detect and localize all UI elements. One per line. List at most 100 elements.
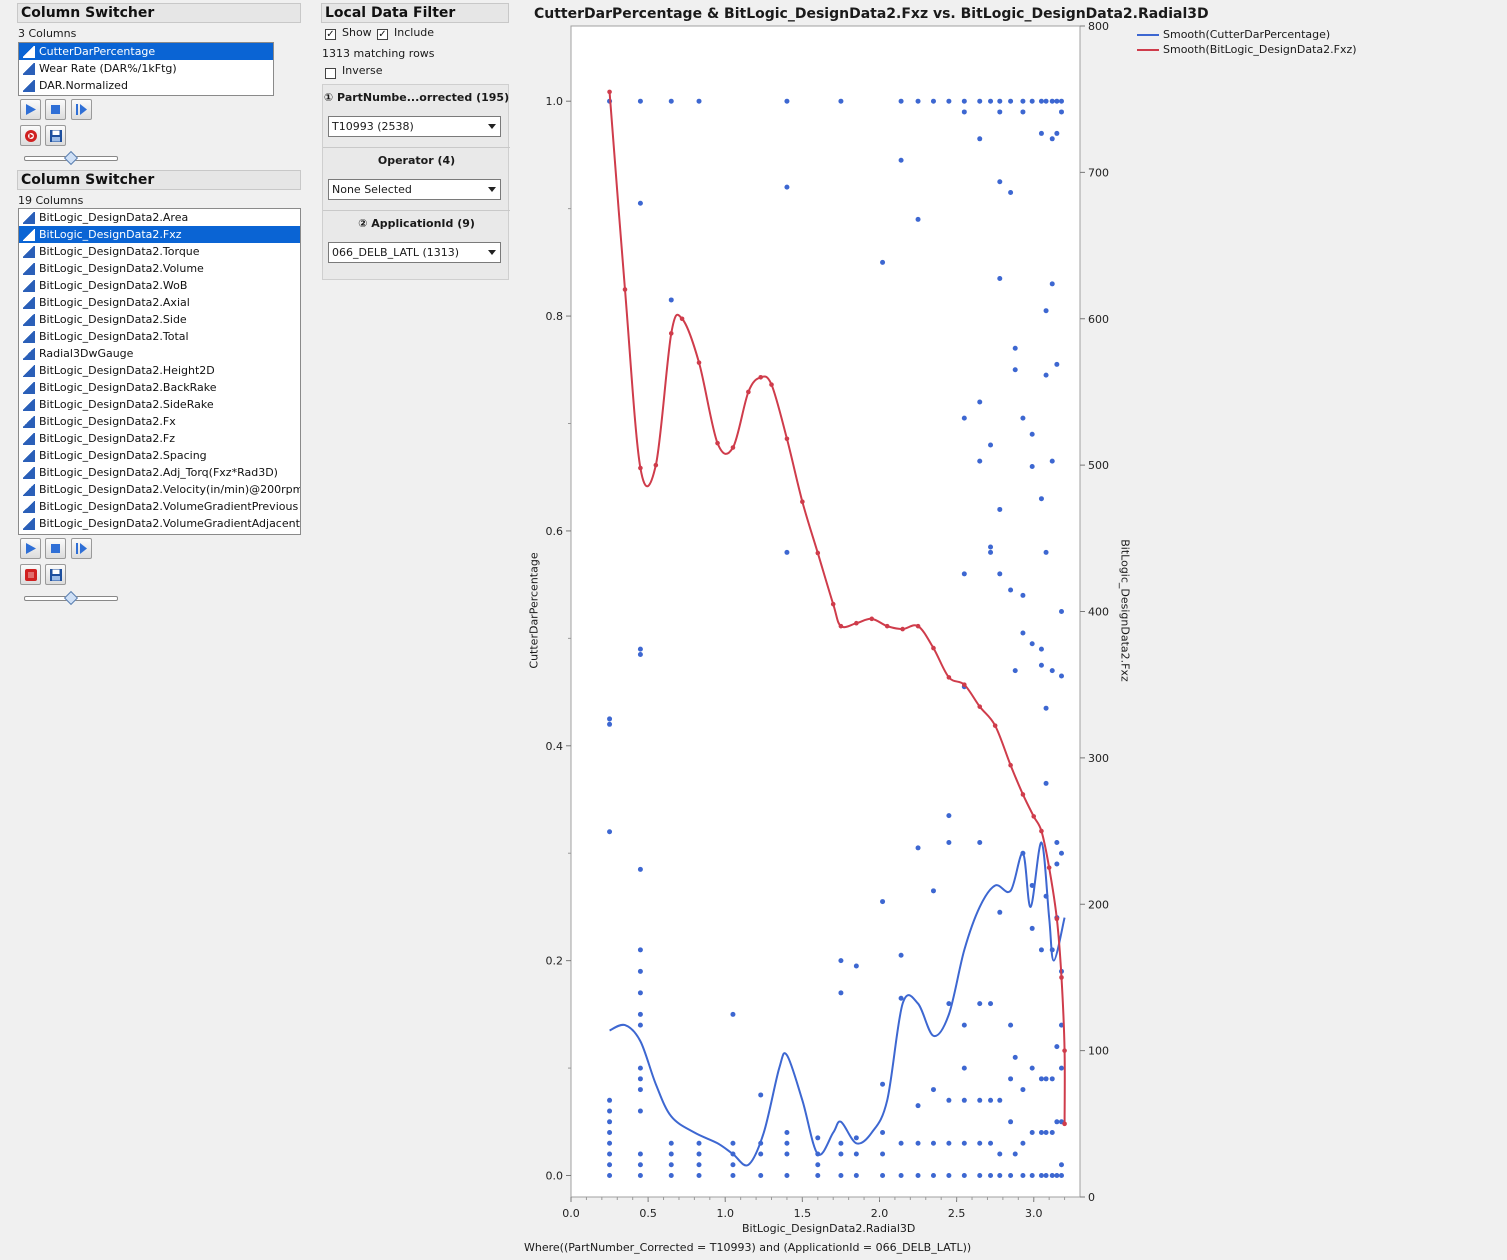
- data-point: [1008, 1173, 1014, 1179]
- play-button[interactable]: [20, 99, 41, 120]
- data-point: [668, 1140, 674, 1146]
- column-list-item[interactable]: BitLogic_DesignData2.Fz: [19, 430, 300, 447]
- data-point: [997, 1151, 1003, 1157]
- data-point: [637, 98, 643, 104]
- data-point: [1058, 98, 1064, 104]
- column-list-item[interactable]: BitLogic_DesignData2.Area: [19, 209, 300, 226]
- save-button-2[interactable]: [45, 564, 66, 585]
- data-point: [988, 1173, 994, 1179]
- data-point: [1029, 1130, 1035, 1136]
- chevron-down-icon: [488, 250, 496, 255]
- show-checkbox[interactable]: ✓: [325, 29, 336, 40]
- column-list-item[interactable]: BitLogic_DesignData2.Volume: [19, 260, 300, 277]
- fxz-point: [1046, 865, 1052, 870]
- data-point: [1058, 850, 1064, 856]
- where-clause: Where((PartNumber_Corrected = T10993) an…: [524, 1241, 972, 1254]
- data-point: [1049, 458, 1055, 464]
- data-point: [730, 1151, 736, 1157]
- column-list-item[interactable]: BitLogic_DesignData2.Velocity(in/min)@20…: [19, 481, 300, 498]
- column-list-item[interactable]: BitLogic_DesignData2.BackRake: [19, 379, 300, 396]
- column-switcher-1-list[interactable]: CutterDarPercentage Wear Rate (DAR%/1kFtg…: [18, 42, 274, 96]
- fxz-point: [653, 462, 659, 468]
- legend-line-red: [1137, 48, 1159, 51]
- column-list-item[interactable]: BitLogic_DesignData2.Fxz: [19, 226, 300, 243]
- x-axis-label: BitLogic_DesignData2.Radial3D: [742, 1222, 916, 1235]
- data-point: [637, 1065, 643, 1071]
- include-checkbox[interactable]: ✓: [377, 29, 388, 40]
- slider-thumb-2[interactable]: [63, 590, 79, 606]
- operator-select[interactable]: None Selected: [328, 179, 501, 200]
- column-list-item[interactable]: BitLogic_DesignData2.Adj_Torq(Fxz*Rad3D): [19, 464, 300, 481]
- record-stop-button[interactable]: [20, 564, 41, 585]
- slider-thumb[interactable]: [63, 150, 79, 166]
- y2-tick-label: 600: [1088, 313, 1109, 326]
- data-point: [1049, 668, 1055, 674]
- fxz-point: [622, 287, 628, 292]
- data-point: [1043, 893, 1049, 899]
- data-point: [1029, 1065, 1035, 1071]
- data-point: [853, 1173, 859, 1179]
- column-switcher-2-count: 19 Columns: [18, 194, 84, 207]
- fxz-point: [931, 645, 936, 651]
- column-list-item[interactable]: BitLogic_DesignData2.Side: [19, 311, 300, 328]
- fxz-point: [1008, 762, 1013, 768]
- column-list-item[interactable]: Radial3DwGauge: [19, 345, 300, 362]
- column-list-item[interactable]: BitLogic_DesignData2.Fx: [19, 413, 300, 430]
- column-list-item[interactable]: BitLogic_DesignData2.Spacing: [19, 447, 300, 464]
- record-stop-icon: [24, 568, 37, 581]
- inverse-checkbox[interactable]: [325, 68, 336, 79]
- stop-button[interactable]: [45, 99, 66, 120]
- data-point: [784, 549, 790, 555]
- data-point: [988, 98, 994, 104]
- column-list-item[interactable]: BitLogic_DesignData2.Total: [19, 328, 300, 345]
- include-label: Include: [394, 26, 435, 39]
- data-point: [1029, 98, 1035, 104]
- column-list-item[interactable]: BitLogic_DesignData2.Torque: [19, 243, 300, 260]
- column-switcher-2-list[interactable]: BitLogic_DesignData2.Area BitLogic_Design…: [18, 208, 301, 535]
- column-list-item[interactable]: BitLogic_DesignData2.Height2D: [19, 362, 300, 379]
- column-list-item[interactable]: BitLogic_DesignData2.WoB: [19, 277, 300, 294]
- data-point: [1054, 861, 1060, 867]
- local-data-filter-title: Local Data Filter: [321, 3, 509, 23]
- save-button[interactable]: [45, 125, 66, 146]
- step-button[interactable]: [71, 99, 92, 120]
- legend-label: Smooth(BitLogic_DesignData2.Fxz): [1163, 43, 1357, 56]
- column-list-item[interactable]: CutterDarPercentage: [19, 43, 273, 60]
- data-point: [815, 1151, 821, 1157]
- data-point: [838, 1140, 844, 1146]
- data-point: [1043, 780, 1049, 786]
- legend-item-smooth-fxz[interactable]: Smooth(BitLogic_DesignData2.Fxz): [1137, 43, 1357, 56]
- column-list-item[interactable]: Wear Rate (DAR%/1kFtg): [19, 60, 273, 77]
- data-point: [997, 98, 1003, 104]
- step-button-2[interactable]: [71, 538, 92, 559]
- filter-applicationid-label: ② ApplicationId (9): [358, 217, 475, 230]
- column-list-item[interactable]: BitLogic_DesignData2.Axial: [19, 294, 300, 311]
- continuous-column-icon: [23, 415, 35, 428]
- column-list-item[interactable]: BitLogic_DesignData2.VolumeGradientAdjac…: [19, 515, 300, 532]
- data-point: [946, 1140, 952, 1146]
- data-point: [1038, 1130, 1044, 1136]
- data-point: [1029, 1173, 1035, 1179]
- column-list-item[interactable]: BitLogic_DesignData2.SideRake: [19, 396, 300, 413]
- partnumber-select[interactable]: T10993 (2538): [328, 116, 501, 137]
- play-button-2[interactable]: [20, 538, 41, 559]
- stop-button-2[interactable]: [45, 538, 66, 559]
- data-point: [637, 990, 643, 996]
- fxz-point: [784, 436, 790, 442]
- data-point: [1043, 98, 1049, 104]
- matching-rows: 1313 matching rows: [322, 47, 435, 60]
- data-point: [1054, 839, 1060, 845]
- data-point: [977, 458, 983, 464]
- applicationid-select[interactable]: 066_DELB_LATL (1313): [328, 242, 501, 263]
- y2-tick-label: 0: [1088, 1191, 1095, 1204]
- column-label: BitLogic_DesignData2.BackRake: [39, 381, 217, 394]
- legend-item-smooth-dar[interactable]: Smooth(CutterDarPercentage): [1137, 28, 1330, 41]
- record-button[interactable]: [20, 125, 41, 146]
- stop-icon: [51, 105, 60, 114]
- x-tick-label: 3.0: [1025, 1207, 1043, 1220]
- column-list-item[interactable]: BitLogic_DesignData2.VolumeGradientPrevi…: [19, 498, 300, 515]
- data-point: [784, 1173, 790, 1179]
- column-list-item[interactable]: DAR.Normalized: [19, 77, 273, 94]
- data-point: [637, 1022, 643, 1028]
- data-point: [977, 839, 983, 845]
